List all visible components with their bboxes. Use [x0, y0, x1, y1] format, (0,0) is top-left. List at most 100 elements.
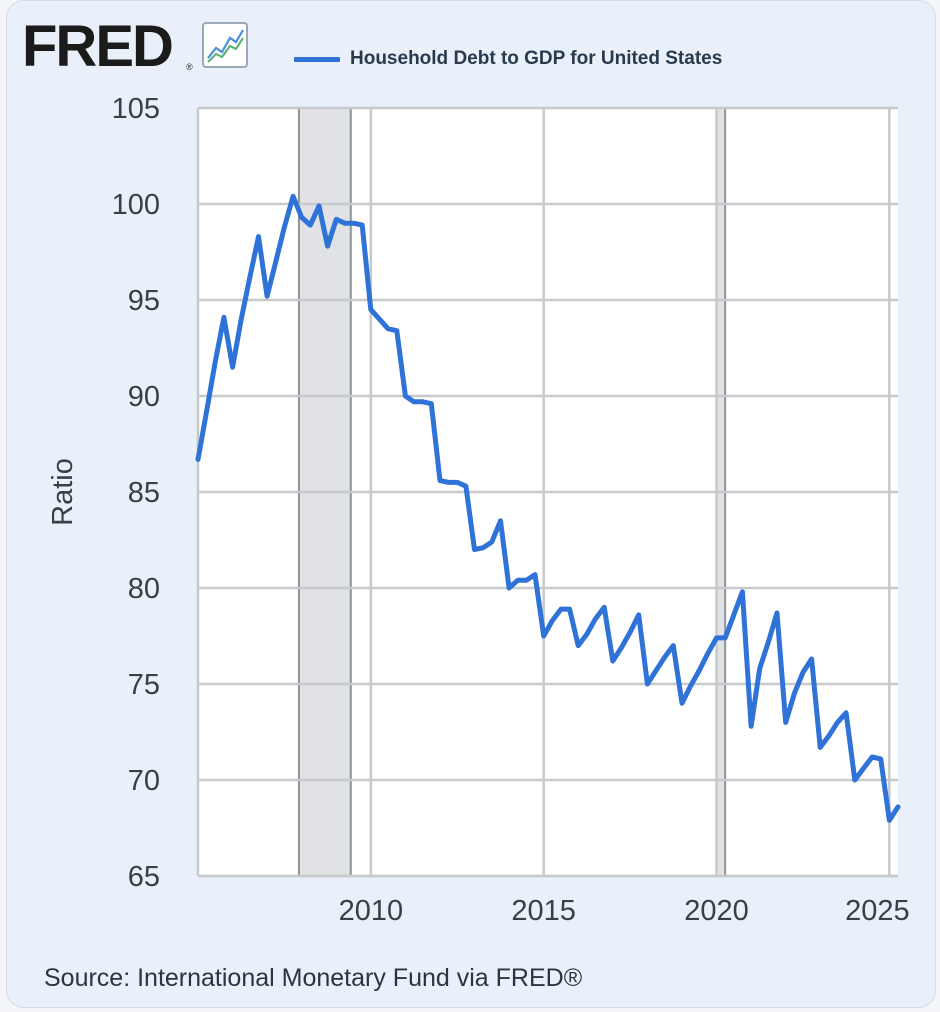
data-point[interactable] — [403, 393, 408, 399]
data-point[interactable] — [541, 633, 546, 639]
data-point[interactable] — [515, 578, 520, 583]
y-tick-label: 80 — [128, 573, 160, 605]
data-point[interactable] — [636, 612, 641, 618]
data-point[interactable] — [273, 259, 278, 264]
data-point[interactable] — [299, 215, 304, 220]
data-point[interactable] — [213, 359, 218, 364]
data-point[interactable] — [567, 606, 572, 612]
line-chart[interactable]: 65 70 75 80 85 90 95 100 105 2010 2015 2020 2025 Rati… — [0, 0, 940, 960]
fred-logo[interactable]: FRED — [22, 14, 174, 79]
data-point[interactable] — [576, 643, 581, 648]
data-point[interactable] — [809, 656, 814, 662]
data-point[interactable] — [316, 203, 322, 209]
data-point[interactable] — [800, 670, 806, 675]
data-point[interactable] — [368, 307, 374, 312]
data-point[interactable] — [731, 612, 737, 618]
data-point[interactable] — [256, 234, 261, 239]
data-point[interactable] — [506, 585, 512, 591]
data-point[interactable] — [722, 635, 728, 641]
data-point[interactable] — [895, 804, 901, 810]
data-point[interactable] — [195, 457, 201, 462]
data-point[interactable] — [584, 631, 590, 637]
data-point[interactable] — [861, 766, 866, 771]
data-point[interactable] — [627, 629, 633, 635]
data-point[interactable] — [463, 484, 469, 489]
data-point[interactable] — [619, 645, 624, 650]
data-point[interactable] — [239, 317, 244, 322]
data-point[interactable] — [601, 605, 607, 610]
data-point[interactable] — [532, 572, 538, 577]
data-point[interactable] — [593, 616, 598, 621]
data-point[interactable] — [835, 720, 840, 725]
data-point[interactable] — [558, 606, 564, 612]
y-tick-label: 95 — [128, 285, 160, 317]
data-point[interactable] — [610, 658, 616, 664]
data-point[interactable] — [705, 651, 711, 656]
data-point[interactable] — [792, 691, 797, 696]
data-point[interactable] — [878, 756, 883, 762]
data-point[interactable] — [411, 399, 417, 404]
data-point[interactable] — [653, 668, 659, 673]
data-point[interactable] — [740, 589, 745, 595]
data-point[interactable] — [429, 401, 434, 406]
data-point[interactable] — [420, 399, 425, 404]
data-point[interactable] — [869, 754, 875, 760]
data-point[interactable] — [843, 710, 849, 715]
y-tick-label: 100 — [112, 189, 160, 221]
chart-legend: Household Debt to GDP for United States — [294, 48, 722, 70]
data-point[interactable] — [204, 409, 209, 414]
data-point[interactable] — [697, 668, 702, 673]
data-point[interactable] — [230, 365, 235, 370]
data-point[interactable] — [342, 221, 348, 226]
data-point[interactable] — [480, 545, 486, 550]
data-point[interactable] — [714, 635, 719, 641]
data-point[interactable] — [550, 618, 555, 623]
y-tick-label: 70 — [128, 765, 160, 797]
data-point[interactable] — [455, 480, 460, 485]
legend-series-label[interactable]: Household Debt to GDP for United States — [350, 48, 723, 69]
data-point[interactable] — [334, 217, 339, 222]
data-point[interactable] — [498, 518, 503, 523]
data-point[interactable] — [351, 221, 356, 226]
data-point[interactable] — [688, 683, 693, 689]
data-point[interactable] — [359, 222, 365, 228]
y-tick-label: 75 — [128, 669, 160, 701]
data-point[interactable] — [852, 777, 857, 783]
line-chart-icon[interactable] — [202, 22, 248, 68]
data-point[interactable] — [671, 643, 676, 648]
data-point[interactable] — [308, 222, 313, 228]
data-point[interactable] — [887, 818, 892, 823]
data-point[interactable] — [757, 666, 762, 671]
data-point[interactable] — [679, 701, 685, 706]
data-point[interactable] — [783, 720, 788, 725]
data-point[interactable] — [766, 639, 771, 644]
data-point[interactable] — [264, 293, 270, 299]
series-line-0[interactable] — [195, 193, 901, 823]
data-point[interactable] — [489, 539, 495, 545]
data-point[interactable] — [247, 274, 253, 280]
data-point[interactable] — [437, 478, 443, 483]
x-tick-label: 2010 — [339, 895, 404, 927]
data-point[interactable] — [774, 610, 780, 616]
data-point[interactable] — [282, 224, 287, 230]
data-point[interactable] — [748, 724, 754, 729]
x-tick-label: 2015 — [511, 895, 576, 927]
data-point[interactable] — [662, 654, 667, 660]
data-point[interactable] — [645, 681, 650, 687]
data-point[interactable] — [325, 244, 330, 249]
x-tick-label: 2025 — [845, 895, 910, 927]
data-point[interactable] — [377, 317, 382, 322]
data-point[interactable] — [385, 326, 391, 331]
data-point[interactable] — [290, 194, 296, 199]
source-note: Source: International Monetary Fund via … — [44, 964, 583, 992]
y-tick-label: 105 — [112, 93, 160, 125]
data-point[interactable] — [446, 480, 451, 485]
data-point[interactable] — [818, 745, 823, 750]
y-tick-label: 65 — [128, 861, 160, 893]
data-point[interactable] — [826, 733, 832, 739]
data-point[interactable] — [221, 315, 227, 320]
data-point[interactable] — [472, 547, 477, 552]
data-point[interactable] — [394, 328, 399, 333]
data-point[interactable] — [524, 578, 529, 583]
legend-swatch — [294, 56, 340, 62]
